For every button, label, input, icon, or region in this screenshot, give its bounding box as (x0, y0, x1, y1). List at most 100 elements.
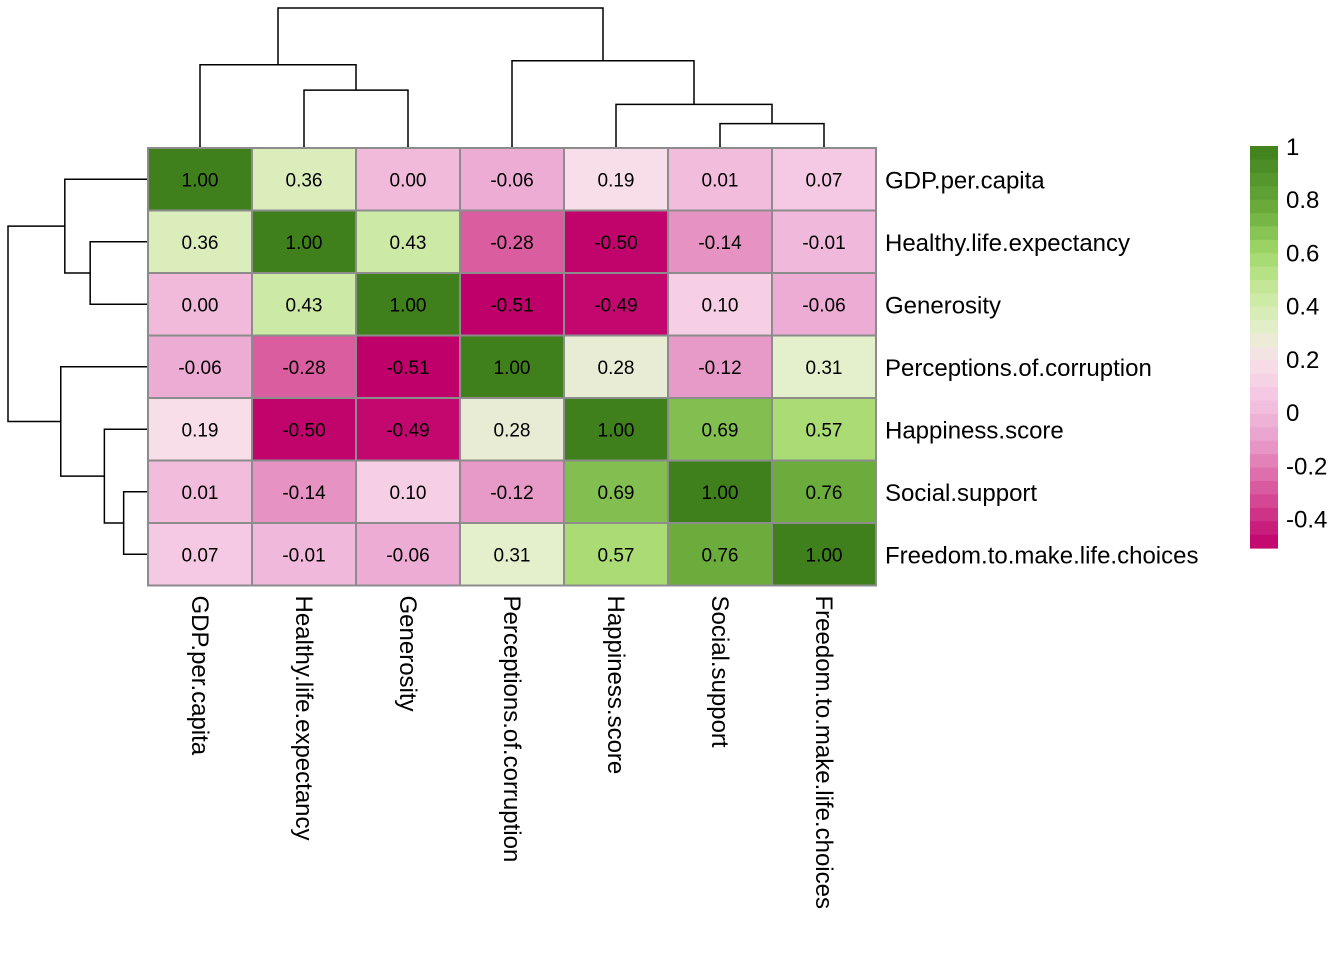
dendrogram-branch (103, 428, 148, 524)
heatmap-cell (667, 147, 773, 212)
legend-swatch (1250, 293, 1278, 308)
cell-value-label: 0.19 (182, 420, 219, 441)
cell-value-label: 0.76 (806, 483, 843, 504)
legend-swatch (1250, 266, 1278, 281)
cell-value-label: 0.10 (702, 295, 739, 316)
cell-value-label: 0.36 (286, 170, 323, 191)
legend-swatch (1250, 467, 1278, 482)
legend-swatch (1250, 333, 1278, 348)
cell-value-label: 1.00 (182, 170, 219, 191)
cell-value-label: 0.00 (182, 295, 219, 316)
cell-value-label: -0.12 (698, 358, 741, 379)
cell-value-label: 0.76 (702, 545, 739, 566)
legend-tick-label: 0.4 (1286, 294, 1319, 321)
heatmap-cell (771, 147, 877, 212)
legend-swatch (1250, 226, 1278, 241)
cell-value-label: 0.01 (702, 170, 739, 191)
cell-value-label: -0.50 (282, 420, 325, 441)
cell-value-label: -0.49 (594, 295, 637, 316)
column-label: Happiness.score (602, 596, 629, 775)
heatmap-cell (251, 147, 357, 212)
color-legend: 1 0.8 0.6 0.4 0.2 0 -0.2 -0.4 (1250, 134, 1327, 549)
column-label: Freedom.to.make.life.choices (810, 596, 837, 909)
legend-swatch (1250, 306, 1278, 321)
legend-tick-label: 1 (1286, 134, 1299, 161)
row-label: Perceptions.of.corruption (885, 355, 1152, 382)
cell-value-label: 1.00 (702, 483, 739, 504)
heatmap-cell (251, 397, 357, 462)
cell-value-label: 0.31 (806, 358, 843, 379)
cell-value-label: 1.00 (494, 358, 531, 379)
row-label: Happiness.score (885, 417, 1064, 444)
column-label: Generosity (394, 596, 421, 712)
cell-value-label: 0.07 (806, 170, 843, 191)
dendrogram-branch (277, 7, 604, 65)
heatmap-cell (251, 334, 357, 399)
cell-value-label: -0.28 (490, 233, 533, 254)
legend-swatch (1250, 347, 1278, 361)
legend-tick-label: 0.8 (1286, 187, 1319, 214)
row-label: Generosity (885, 292, 1001, 319)
legend-tick-label: 0 (1286, 400, 1299, 427)
cell-value-label: 0.43 (286, 295, 323, 316)
cell-value-label: 0.19 (598, 170, 635, 191)
cell-value-label: -0.01 (282, 545, 325, 566)
heatmap-cell (563, 459, 669, 524)
heatmap-cell (147, 272, 253, 337)
cell-value-label: 0.00 (390, 170, 427, 191)
cell-value-label: 0.69 (702, 420, 739, 441)
heatmap-cell (771, 272, 877, 337)
heatmap-cell (459, 209, 565, 274)
heatmap-cell (147, 459, 253, 524)
dendrogram-branch (615, 103, 773, 148)
legend-swatch (1250, 454, 1278, 469)
column-labels: GDP.per.capita Healthy.life.expectancy Gen… (186, 596, 837, 909)
row-label: GDP.per.capita (885, 167, 1045, 194)
legend-swatch (1250, 494, 1278, 509)
heatmap-cell (251, 522, 357, 587)
heatmap-cell (355, 334, 461, 399)
legend-swatch (1250, 239, 1278, 254)
legend-swatch (1250, 199, 1278, 214)
legend-swatch (1250, 186, 1278, 201)
cell-value-label: -0.12 (490, 483, 533, 504)
cell-value-label: 0.57 (598, 545, 635, 566)
heatmap-cell (771, 209, 877, 274)
legend-swatch (1250, 427, 1278, 442)
heatmap-cell (771, 522, 877, 587)
legend-swatch (1250, 213, 1278, 227)
cell-value-label: 0.31 (494, 545, 531, 566)
cell-value-label: 0.69 (598, 483, 635, 504)
heatmap-cell (355, 397, 461, 462)
heatmap-cell (563, 209, 669, 274)
heatmap-cell (667, 522, 773, 587)
legend-swatch (1250, 280, 1278, 294)
dendrogram-branch (122, 491, 148, 555)
heatmap-cell (355, 147, 461, 212)
legend-swatch (1250, 400, 1278, 415)
heatmap-cell (563, 397, 669, 462)
column-dendrogram (199, 7, 825, 148)
heatmap-cell (459, 522, 565, 587)
row-label: Social.support (885, 480, 1037, 507)
legend-swatch (1250, 507, 1278, 522)
column-label: Healthy.life.expectancy (290, 596, 317, 841)
cell-value-label: 0.57 (806, 420, 843, 441)
row-label: Healthy.life.expectancy (885, 230, 1130, 257)
heatmap-cell (667, 334, 773, 399)
cell-value-label: 0.07 (182, 545, 219, 566)
legend-tick-label: -0.4 (1286, 507, 1327, 534)
heatmap-cell (667, 459, 773, 524)
row-dendrogram (7, 178, 148, 555)
legend-swatch (1250, 481, 1278, 495)
row-labels: GDP.per.capita Healthy.life.expectancy Gen… (885, 167, 1198, 569)
legend-swatch (1250, 320, 1278, 335)
dendrogram-branch (303, 89, 409, 148)
legend-swatch (1250, 373, 1278, 388)
cell-value-label: -0.01 (802, 233, 845, 254)
legend-swatch (1250, 521, 1278, 536)
heatmap-cell (459, 147, 565, 212)
cell-value-label: -0.06 (386, 545, 429, 566)
dendrogram-branch (719, 122, 825, 148)
